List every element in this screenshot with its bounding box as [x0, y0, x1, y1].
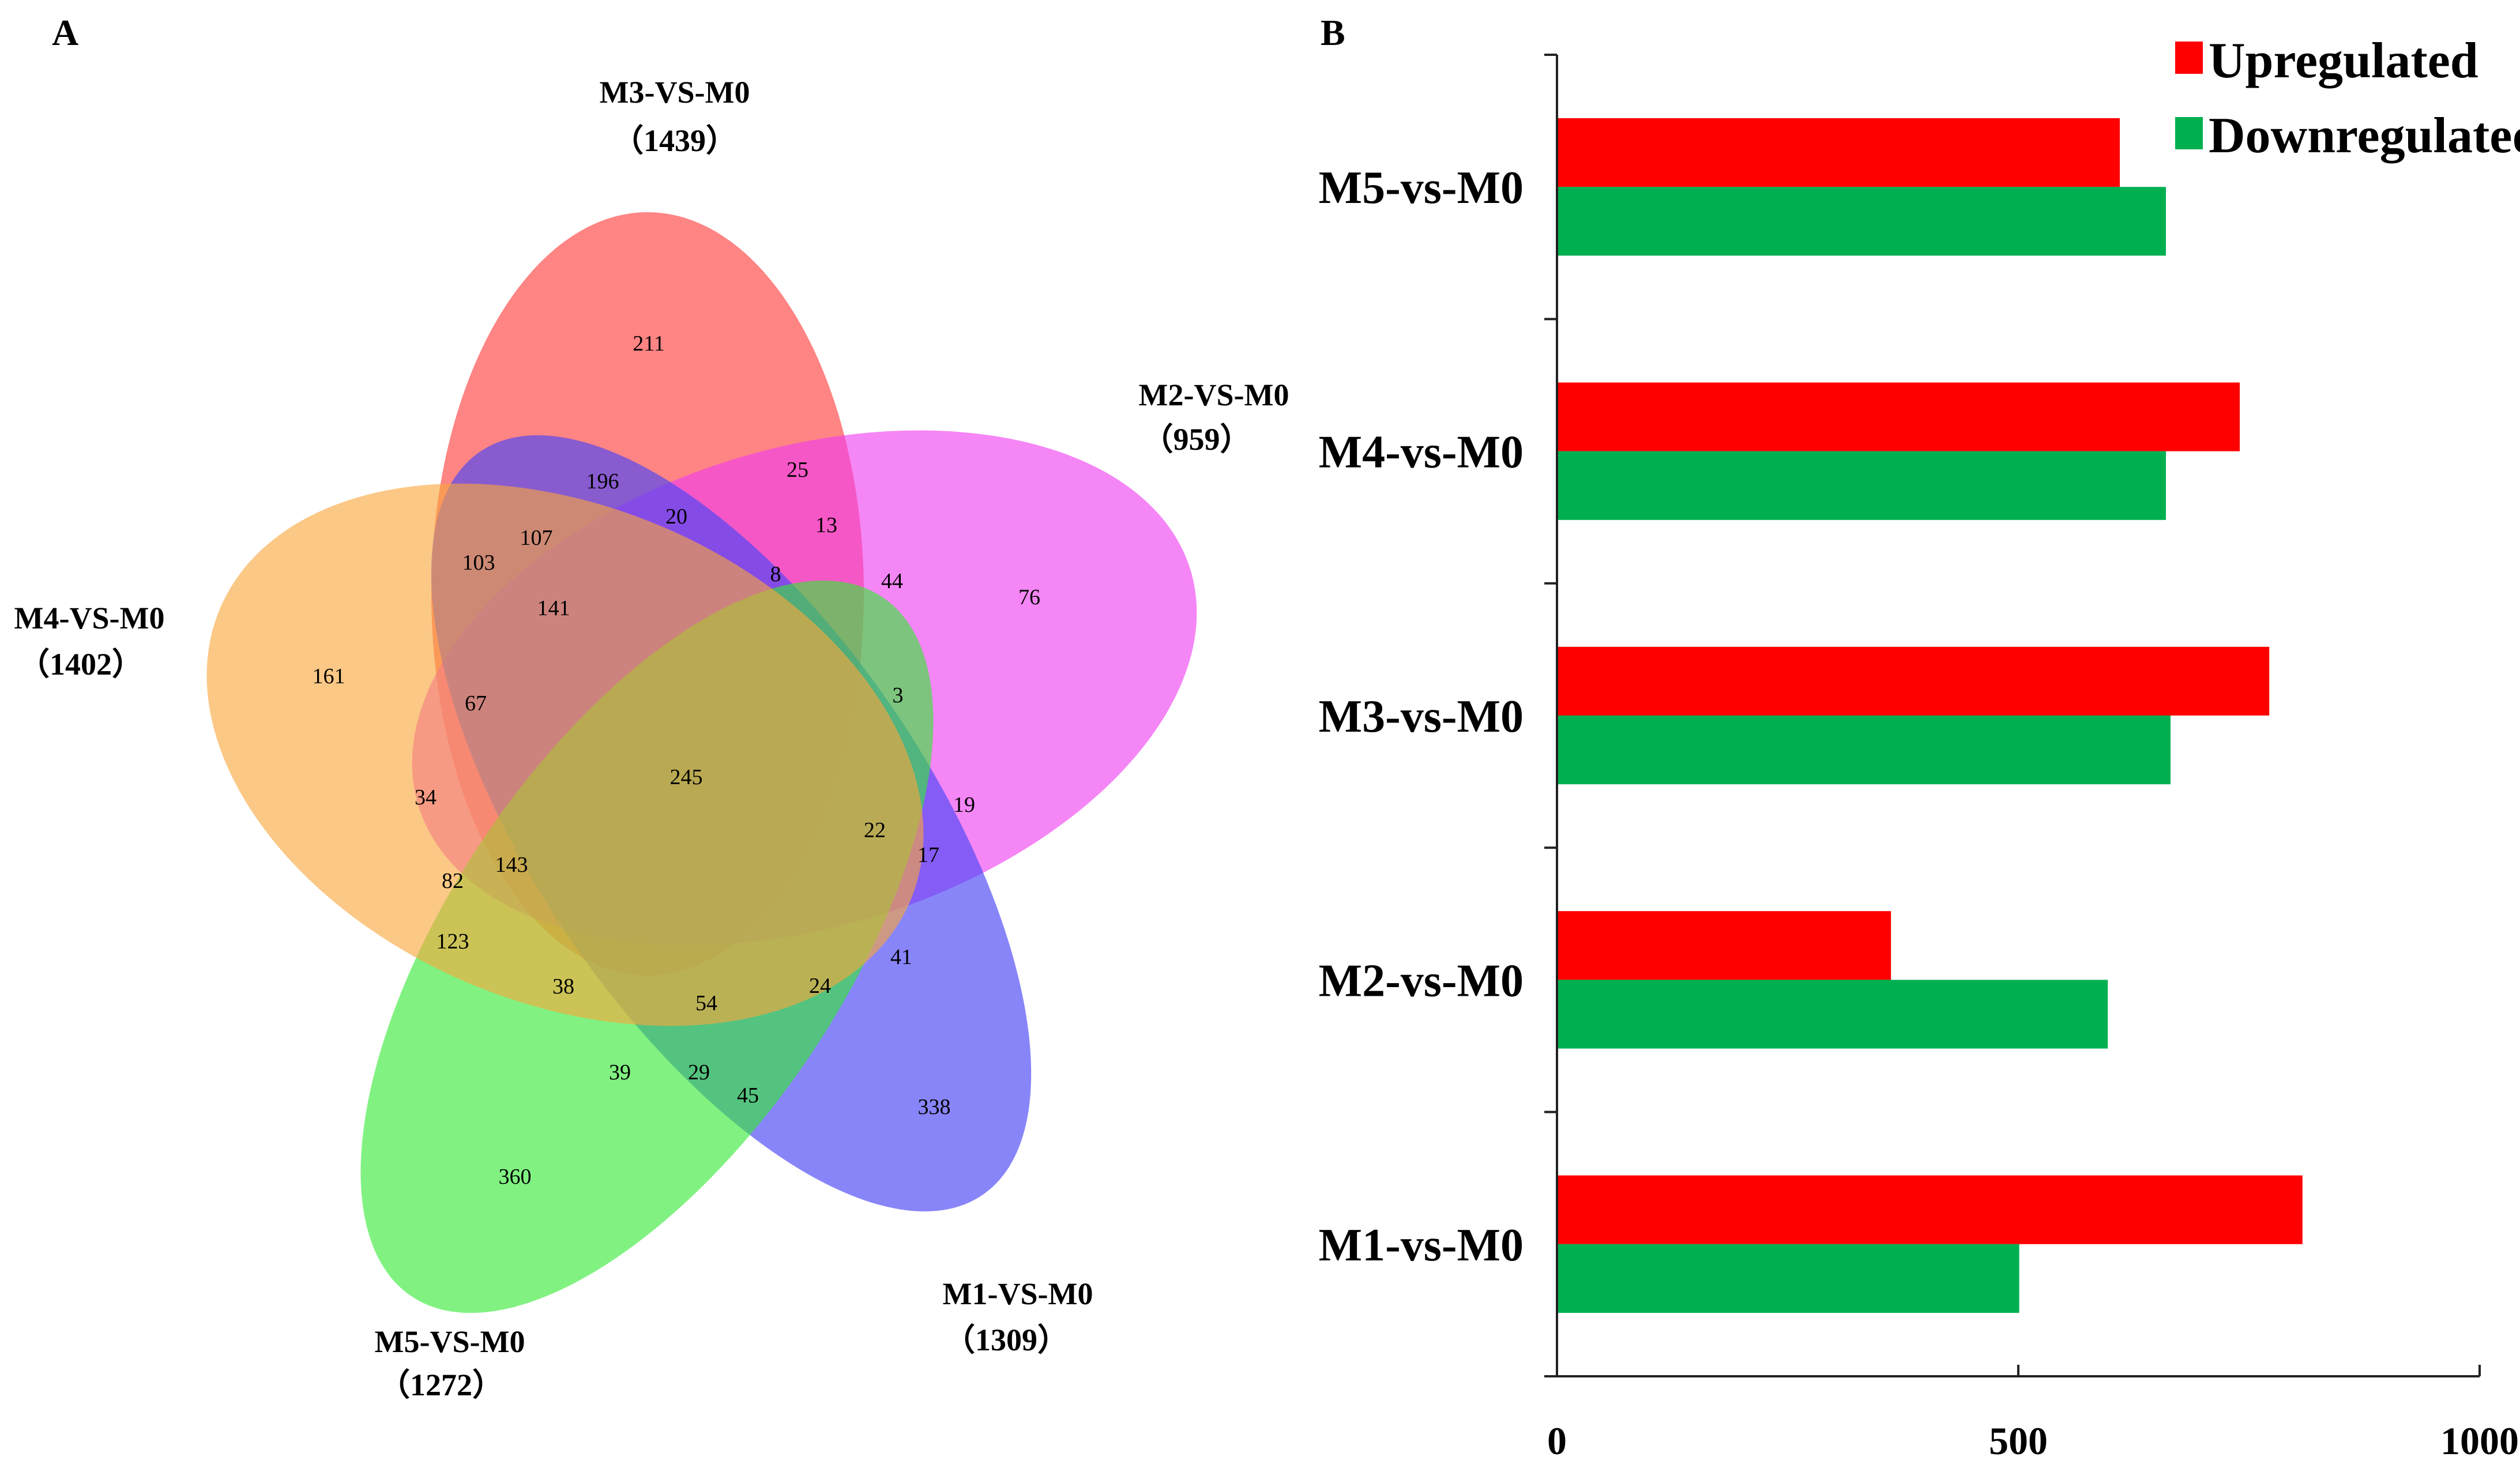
venn-count: 25 — [787, 458, 808, 482]
venn-label-m1: M1-VS-M0 — [943, 1277, 1093, 1311]
bar-upregulated-m4-vs-m0 — [1557, 382, 2240, 451]
venn-count: 82 — [442, 869, 464, 893]
bar-group — [1557, 118, 2303, 1313]
category-label: M3-vs-M0 — [1319, 691, 1524, 742]
venn-count: 360 — [499, 1165, 532, 1189]
venn-label-m3: M3-VS-M0 — [600, 75, 750, 110]
x-tick-label: 500 — [1989, 1419, 2048, 1463]
venn-count: 245 — [670, 765, 703, 789]
category-label: M2-vs-M0 — [1319, 955, 1524, 1006]
venn-total-m1: （1309） — [944, 1323, 1069, 1357]
venn-count: 143 — [495, 853, 528, 877]
venn-count: 107 — [520, 526, 553, 550]
bar-upregulated-m5-vs-m0 — [1557, 118, 2120, 187]
y-axis-ticks — [1544, 54, 1557, 1377]
venn-count: 76 — [1018, 585, 1040, 609]
venn-label-m4: M4-VS-M0 — [14, 601, 165, 635]
venn-count: 24 — [809, 974, 831, 998]
venn-count: 38 — [552, 974, 574, 999]
x-tick-label: 1000 — [2440, 1419, 2519, 1463]
legend-swatch-upregulated — [2175, 42, 2203, 74]
venn-count: 29 — [688, 1060, 710, 1085]
category-label: M1-vs-M0 — [1319, 1220, 1524, 1271]
venn-count: 13 — [815, 513, 837, 537]
legend: Upregulated Downregulated — [2175, 33, 2520, 164]
venn-ellipse-m4 — [206, 483, 924, 1026]
venn-label-m2: M2-VS-M0 — [1139, 378, 1289, 412]
venn-count: 34 — [415, 785, 437, 810]
legend-label-downregulated: Downregulated — [2209, 108, 2520, 164]
legend-label-upregulated: Upregulated — [2209, 33, 2478, 89]
x-tick-label: 0 — [1547, 1419, 1567, 1463]
venn-diagram: M3-VS-M0 （1439） M2-VS-M0 （959） M1-VS-M0 … — [14, 75, 1289, 1402]
venn-count: 211 — [633, 332, 665, 356]
panel-a-label: A — [52, 12, 78, 53]
venn-count: 103 — [462, 551, 495, 575]
venn-counts: 211 196 25 20 13 107 103 8 44 76 141 161… — [313, 332, 1041, 1189]
bar-downregulated-m2-vs-m0 — [1557, 980, 2108, 1049]
venn-count: 39 — [609, 1060, 631, 1085]
venn-total-m5: （1272） — [379, 1368, 503, 1402]
venn-count: 338 — [918, 1095, 951, 1119]
category-label: M4-vs-M0 — [1319, 427, 1524, 478]
bar-upregulated-m1-vs-m0 — [1557, 1175, 2303, 1244]
category-labels: M5-vs-M0 M4-vs-M0 M3-vs-M0 M2-vs-M0 M1-vs-M0 — [1319, 163, 1524, 1271]
bar-downregulated-m5-vs-m0 — [1557, 187, 2166, 256]
panel-b-label: B — [1321, 12, 1345, 53]
venn-count: 3 — [893, 683, 904, 707]
bar-downregulated-m1-vs-m0 — [1557, 1244, 2019, 1313]
venn-count: 41 — [890, 945, 912, 969]
venn-count: 44 — [881, 569, 903, 593]
venn-total-m3: （1439） — [612, 123, 737, 158]
venn-count: 19 — [953, 793, 975, 817]
venn-count: 20 — [665, 505, 687, 529]
legend-swatch-downregulated — [2175, 117, 2203, 149]
category-label: M5-vs-M0 — [1319, 163, 1524, 213]
venn-count: 67 — [465, 691, 487, 716]
venn-count: 22 — [864, 818, 886, 842]
venn-label-m5: M5-VS-M0 — [375, 1324, 525, 1359]
venn-count: 196 — [586, 469, 619, 494]
venn-count: 141 — [537, 596, 570, 620]
venn-total-m4: （1402） — [18, 647, 143, 682]
venn-count: 54 — [695, 991, 717, 1015]
venn-count: 8 — [770, 562, 781, 586]
bar-upregulated-m3-vs-m0 — [1557, 646, 2270, 716]
venn-count: 17 — [917, 843, 939, 867]
bar-chart: 0 500 1000 M5-vs-M0 M4-vs-M0 M3-vs-M0 M2-vs-M… — [1319, 33, 2520, 1463]
venn-count: 123 — [437, 929, 469, 954]
bar-downregulated-m3-vs-m0 — [1557, 716, 2171, 785]
venn-count: 45 — [737, 1083, 759, 1108]
venn-total-m2: （959） — [1142, 422, 1251, 457]
bar-upregulated-m2-vs-m0 — [1557, 911, 1891, 980]
bar-downregulated-m4-vs-m0 — [1557, 451, 2166, 520]
venn-count: 161 — [313, 664, 345, 688]
x-axis-ticks: 0 500 1000 — [1547, 1365, 2519, 1463]
